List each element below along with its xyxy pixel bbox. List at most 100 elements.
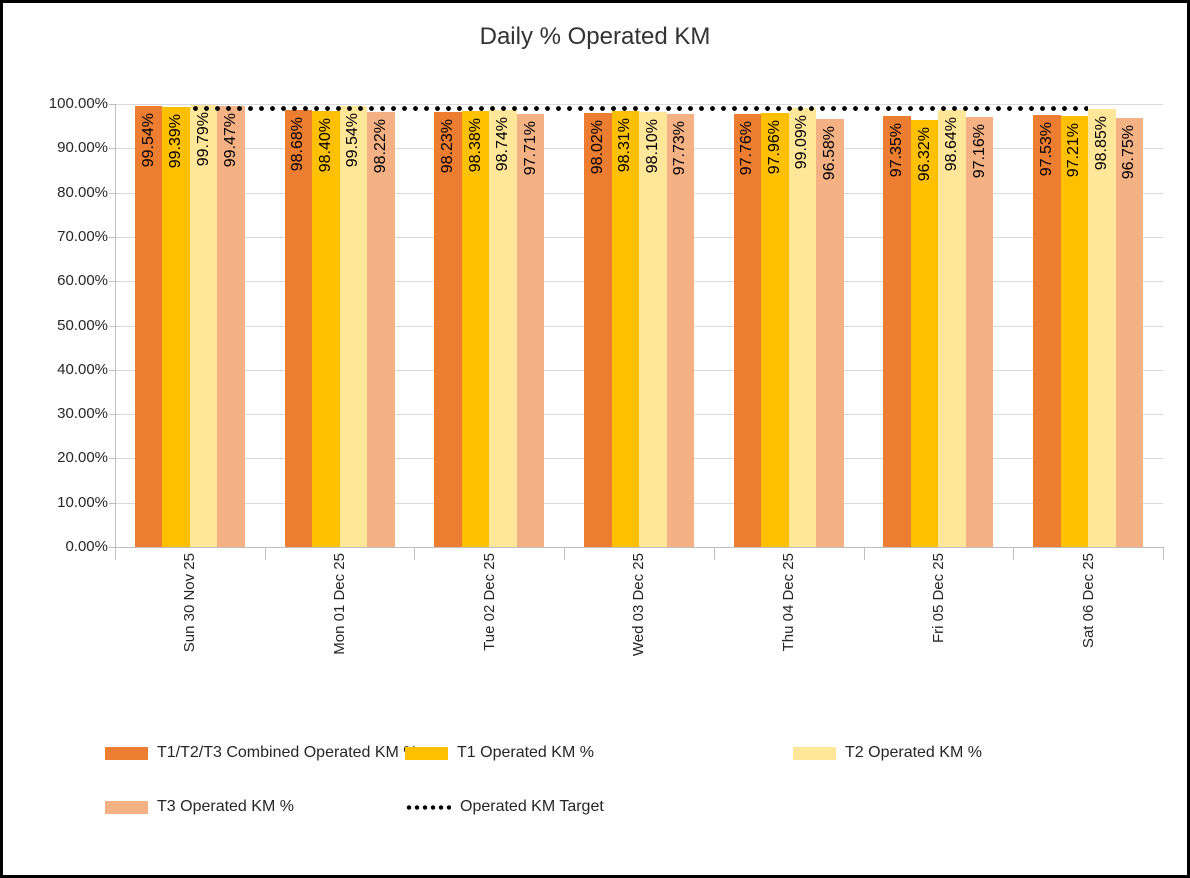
bar-value-label: 98.85% — [1092, 116, 1110, 171]
bar-2-sat: 97.21% — [1060, 116, 1089, 547]
legend-label: T2 Operated KM % — [845, 744, 982, 761]
chart-title: Daily % Operated KM — [479, 23, 711, 50]
x-category-label-box: Sat 06 Dec 25 — [1013, 553, 1163, 678]
bar-1-tue: 98.23% — [434, 111, 462, 547]
legend-color-swatch — [405, 746, 448, 760]
y-axis-tick-label: 40.00% — [57, 360, 108, 378]
y-axis-tick — [109, 502, 115, 504]
bar-value-label: 96.58% — [820, 126, 838, 181]
y-axis-tick-label: 100.00% — [48, 95, 108, 112]
x-category-label-box: Tue 02 Dec 25 — [414, 553, 564, 678]
bar-value-label: 97.96% — [765, 120, 783, 175]
x-category-label-box: Thu 04 Dec 25 — [714, 553, 864, 678]
x-axis-tick — [1163, 547, 1164, 560]
y-axis-tick — [109, 325, 115, 327]
bar-2-sun: 99.39% — [162, 106, 190, 547]
bar-1-mon: 98.68% — [284, 109, 313, 547]
bar-1-sun: 99.54% — [134, 106, 163, 547]
bar-value-label: 99.54% — [344, 113, 362, 168]
bar-value-label: 98.23% — [439, 118, 457, 174]
x-category-label: Tue 02 Dec 25 — [480, 553, 498, 651]
y-axis-tick-label: 90.00% — [57, 139, 108, 157]
bar-3-tue: 98.74% — [489, 109, 517, 547]
bar-value-label: 99.09% — [793, 115, 811, 170]
bar-3-wed: 98.10% — [639, 112, 667, 547]
bar-value-label: 98.74% — [494, 116, 512, 171]
bar-3-sat: 98.85% — [1088, 109, 1116, 547]
bar-value-label: 97.53% — [1037, 121, 1055, 177]
x-axis-line — [115, 547, 1163, 548]
bar-value-label: 98.22% — [371, 118, 389, 174]
bar-value-label: 97.21% — [1065, 123, 1083, 178]
bar-value-label: 97.73% — [671, 121, 689, 176]
y-axis-tick — [109, 104, 115, 105]
bar-value-label: 98.10% — [643, 119, 661, 174]
bar-value-label: 98.64% — [943, 117, 961, 172]
bar-value-label: 96.75% — [1120, 125, 1138, 180]
bar-value-label: 99.54% — [139, 113, 157, 168]
legend-item-series-2: T1 Operated KM % — [405, 744, 594, 762]
x-category-label-box: Mon 01 Dec 25 — [265, 553, 415, 678]
legend-dotted-line-swatch — [405, 804, 451, 810]
y-axis-tick — [109, 414, 115, 416]
bar-1-wed: 98.02% — [584, 112, 612, 547]
x-axis-tick — [863, 547, 865, 560]
y-axis-line — [115, 104, 116, 547]
bar-value-label: 98.38% — [466, 118, 484, 173]
bar-value-label: 97.16% — [970, 123, 988, 178]
x-category-label-box: Sun 30 Nov 25 — [115, 553, 265, 678]
bar-3-thu: 99.09% — [788, 108, 817, 547]
y-axis-tick — [109, 547, 115, 548]
legend-label: T1/T2/T3 Combined Operated KM % — [157, 744, 418, 761]
bar-1-thu: 97.76% — [733, 113, 762, 547]
y-axis-tick-label: 0.00% — [65, 538, 108, 555]
y-axis-tick — [109, 458, 115, 460]
y-axis-tick-label: 20.00% — [57, 449, 108, 467]
x-axis-tick — [264, 547, 266, 560]
bar-4-sun: 99.47% — [217, 106, 245, 547]
bar-2-thu: 97.96% — [761, 113, 789, 547]
bar-4-tue: 97.71% — [516, 114, 545, 547]
bar-3-sun: 99.79% — [189, 104, 218, 547]
x-category-label: Sun 30 Nov 25 — [181, 553, 199, 653]
legend-label: T3 Operated KM % — [157, 798, 294, 815]
bar-4-fri: 97.16% — [965, 116, 994, 547]
y-axis-tick — [109, 281, 115, 283]
legend-color-swatch — [105, 746, 148, 760]
y-axis-tick — [109, 236, 115, 238]
legend-label: T1 Operated KM % — [457, 744, 594, 761]
bar-value-label: 97.71% — [521, 121, 539, 176]
x-category-label: Sat 06 Dec 25 — [1079, 553, 1097, 649]
bar-1-fri: 97.35% — [883, 115, 911, 547]
legend-item-series-3: T2 Operated KM % — [793, 744, 982, 762]
x-axis-tick — [1013, 547, 1015, 560]
bar-4-mon: 98.22% — [367, 111, 395, 547]
bar-value-label: 96.32% — [915, 127, 933, 182]
bar-2-mon: 98.40% — [312, 111, 340, 547]
x-axis-tick — [115, 547, 116, 560]
legend-item-series-4: T3 Operated KM % — [105, 798, 294, 816]
bar-2-tue: 98.38% — [461, 111, 490, 547]
x-category-label: Mon 01 Dec 25 — [331, 553, 349, 655]
bar-2-wed: 98.31% — [611, 111, 639, 547]
legend-color-swatch — [793, 746, 836, 760]
bar-4-thu: 96.58% — [816, 119, 844, 547]
x-axis-tick — [414, 547, 416, 560]
bar-3-fri: 98.64% — [938, 110, 966, 547]
legend-color-swatch — [105, 800, 148, 814]
y-axis-tick-label: 70.00% — [57, 227, 108, 245]
bar-value-label: 97.35% — [888, 122, 906, 177]
bar-4-sat: 96.75% — [1115, 118, 1144, 547]
bar-value-label: 99.47% — [222, 113, 240, 168]
bar-value-label: 99.39% — [167, 113, 185, 168]
x-category-label-box: Fri 05 Dec 25 — [864, 553, 1014, 678]
bar-4-wed: 97.73% — [666, 114, 694, 547]
y-axis-tick — [109, 192, 115, 194]
bar-value-label: 98.68% — [289, 116, 307, 172]
bar-value-label: 98.31% — [616, 118, 634, 173]
y-axis-tick-label: 60.00% — [57, 272, 108, 290]
y-axis-tick-label: 30.00% — [57, 405, 108, 423]
bar-1-sat: 97.53% — [1033, 114, 1061, 547]
bar-2-fri: 96.32% — [910, 120, 939, 547]
x-axis-tick — [713, 547, 715, 560]
